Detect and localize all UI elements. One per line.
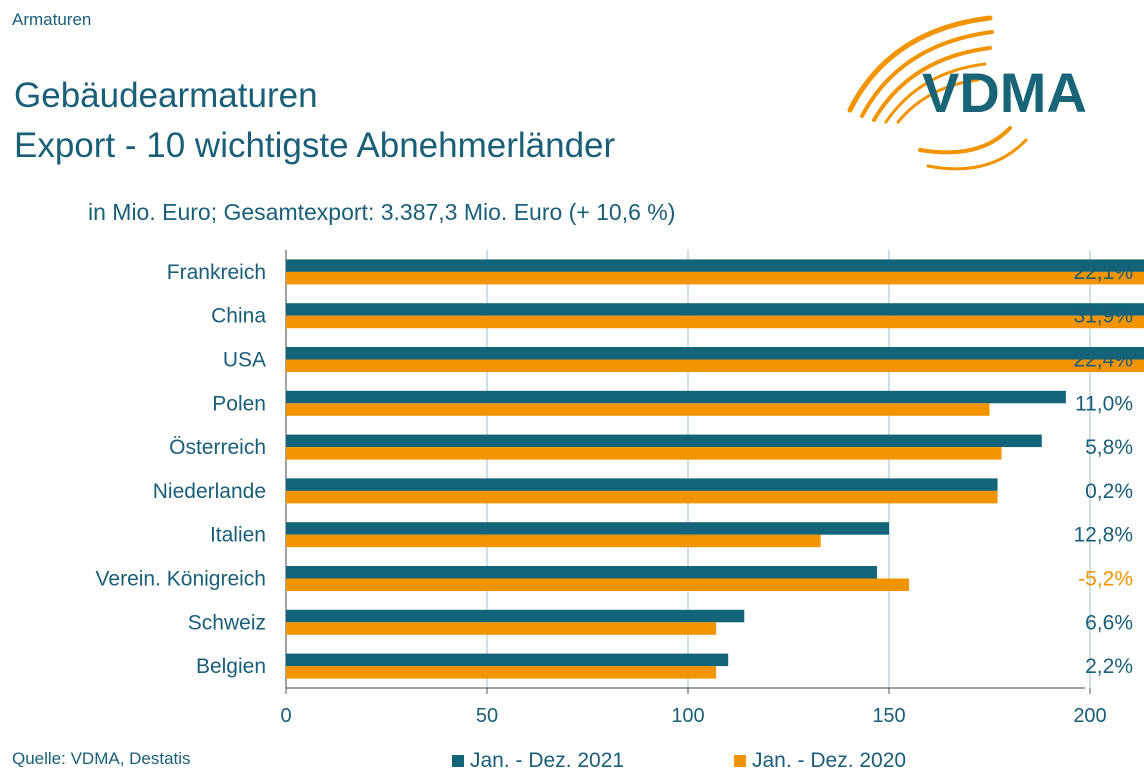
bar-2020-0	[286, 271, 1144, 285]
bar-2021-1	[286, 303, 1144, 316]
category-label: Frankreich	[167, 261, 266, 284]
bar-2020-7	[286, 578, 910, 591]
bar-2020-6	[286, 534, 821, 548]
category-label: Österreich	[169, 436, 266, 459]
bar-2020-3	[286, 403, 990, 416]
chart-title-line1: Gebäudearmaturen	[14, 76, 318, 115]
category-label: Belgien	[196, 655, 266, 678]
change-label: 2,2%	[1085, 655, 1133, 678]
bar-2021-4	[286, 434, 1042, 448]
bar-2021-0	[286, 259, 1144, 272]
bar-2021-5	[286, 478, 998, 491]
bar-2021-9	[286, 653, 729, 667]
chart-title-line2: Export - 10 wichtigste Abnehmerländer	[14, 126, 616, 165]
legend-swatch-2021	[452, 755, 464, 768]
legend-item-2021: Jan. - Dez. 2021	[452, 749, 624, 773]
bar-2021-7	[286, 566, 877, 579]
change-label: 6,6%	[1085, 611, 1133, 634]
vdma-logo-text: VDMA	[922, 61, 1087, 124]
bar-layer	[286, 259, 1144, 679]
x-tick-label: 0	[280, 705, 291, 727]
bar-2020-8	[286, 622, 717, 635]
category-label: Verein. Königreich	[96, 568, 266, 591]
legend-swatch-2020	[734, 755, 746, 768]
bar-2020-5	[286, 490, 998, 504]
bar-2020-4	[286, 447, 1002, 460]
bar-2020-9	[286, 666, 717, 679]
category-label: Schweiz	[188, 611, 266, 634]
legend-label-2021: Jan. - Dez. 2021	[470, 749, 625, 772]
bar-2021-8	[286, 609, 745, 623]
bar-2021-6	[286, 522, 889, 535]
change-label: 5,8%	[1085, 436, 1133, 459]
bar-2021-3	[286, 390, 1066, 404]
x-tick-label: 150	[872, 705, 905, 727]
x-tick-label: 100	[671, 705, 704, 727]
x-tick-label: 200	[1073, 705, 1106, 727]
legend-label-2020: Jan. - Dez. 2020	[752, 749, 907, 772]
chart-subtitle: in Mio. Euro; Gesamtexport: 3.387,3 Mio.…	[88, 199, 676, 225]
change-label: -5,2%	[1078, 568, 1133, 591]
source-note: Quelle: VDMA, Destatis	[12, 749, 191, 768]
x-tick-label: 50	[476, 705, 498, 727]
change-label: 12,8%	[1073, 524, 1133, 547]
category-label: Italien	[210, 524, 266, 547]
category-label: Polen	[212, 392, 266, 415]
change-label: 22,4%	[1073, 349, 1133, 372]
change-label: 31,9%	[1073, 305, 1133, 328]
vdma-logo: VDMA	[847, 15, 1087, 171]
category-label: Niederlande	[153, 480, 266, 503]
change-label: 0,2%	[1085, 480, 1133, 503]
change-label: 11,0%	[1075, 392, 1133, 415]
bar-2021-2	[286, 347, 1144, 360]
section-label: Armaturen	[12, 10, 92, 29]
category-label: USA	[223, 349, 266, 372]
label-layer: 050100150200250300350Frankreich22,1%Chin…	[96, 261, 1133, 727]
bar-2020-1	[286, 315, 1144, 329]
bar-2020-2	[286, 359, 1144, 372]
change-label: 22,1%	[1073, 261, 1133, 284]
category-label: China	[211, 305, 266, 328]
legend-item-2020: Jan. - Dez. 2020	[734, 749, 906, 773]
